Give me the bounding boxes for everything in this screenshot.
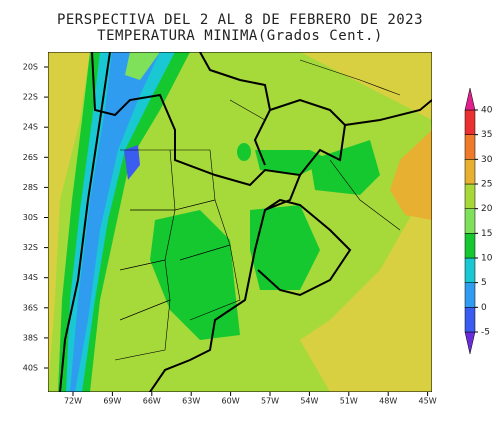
lon-label: 66W bbox=[143, 397, 161, 406]
lon-label: 60W bbox=[222, 397, 240, 406]
colorbar-segment bbox=[464, 208, 476, 234]
lon-label: 69W bbox=[103, 397, 121, 406]
lon-label: 51W bbox=[340, 397, 358, 406]
colorbar-label: 15 bbox=[481, 229, 492, 239]
colorbar-label: 10 bbox=[481, 254, 493, 264]
lat-label: 34S bbox=[23, 273, 38, 282]
title: PERSPECTIVA DEL 2 AL 8 DE FEBRERO DE 202… bbox=[57, 12, 423, 28]
lon-label: 45W bbox=[419, 397, 437, 406]
colorbar-label: 0 bbox=[481, 303, 487, 313]
colorbar-segment bbox=[464, 233, 476, 259]
lon-label: 54W bbox=[300, 397, 318, 406]
colorbar-label: 25 bbox=[481, 180, 492, 190]
subtitle: TEMPERATURA MINIMA(Grados Cent.) bbox=[97, 28, 383, 44]
lon-label: 72W bbox=[64, 397, 82, 406]
lat-label: 28S bbox=[23, 183, 38, 192]
lon-label: 63W bbox=[182, 397, 200, 406]
colorbar-segment bbox=[464, 109, 476, 135]
colorbar-label: 5 bbox=[481, 278, 487, 288]
lon-label: 48W bbox=[379, 397, 397, 406]
lat-label: 20S bbox=[23, 63, 38, 72]
axes: 20S 22S 24S 26S 28S 30S 32S 34S 36S 38S 40S 72W 69W 6… bbox=[23, 63, 437, 406]
colorbar-segment bbox=[464, 183, 476, 209]
colorbar-label: 30 bbox=[481, 155, 493, 165]
lat-label: 40S bbox=[23, 364, 38, 373]
colorbar-end bbox=[464, 331, 476, 355]
lat-label: 38S bbox=[23, 333, 38, 342]
lon-label: 57W bbox=[261, 397, 279, 406]
lat-label: 32S bbox=[23, 243, 38, 252]
colorbar: -5 0 5 10 15 20 25 30 35 40 bbox=[464, 87, 493, 355]
lat-label: 36S bbox=[23, 303, 38, 312]
colorbar-end bbox=[464, 87, 476, 111]
lat-label: 26S bbox=[23, 153, 38, 162]
colorbar-label: 20 bbox=[481, 204, 493, 214]
colorbar-label: 35 bbox=[481, 130, 492, 140]
colorbar-label: 40 bbox=[481, 106, 493, 116]
colorbar-segment bbox=[464, 257, 476, 283]
colorbar-segment bbox=[464, 282, 476, 308]
colorbar-segment bbox=[464, 159, 476, 185]
colorbar-segment bbox=[464, 134, 476, 160]
map-field bbox=[48, 52, 432, 392]
lat-label: 30S bbox=[23, 213, 38, 222]
lat-label: 24S bbox=[23, 123, 38, 132]
colorbar-segment bbox=[464, 307, 476, 333]
colorbar-label: -5 bbox=[481, 328, 490, 338]
lat-label: 22S bbox=[23, 93, 38, 102]
